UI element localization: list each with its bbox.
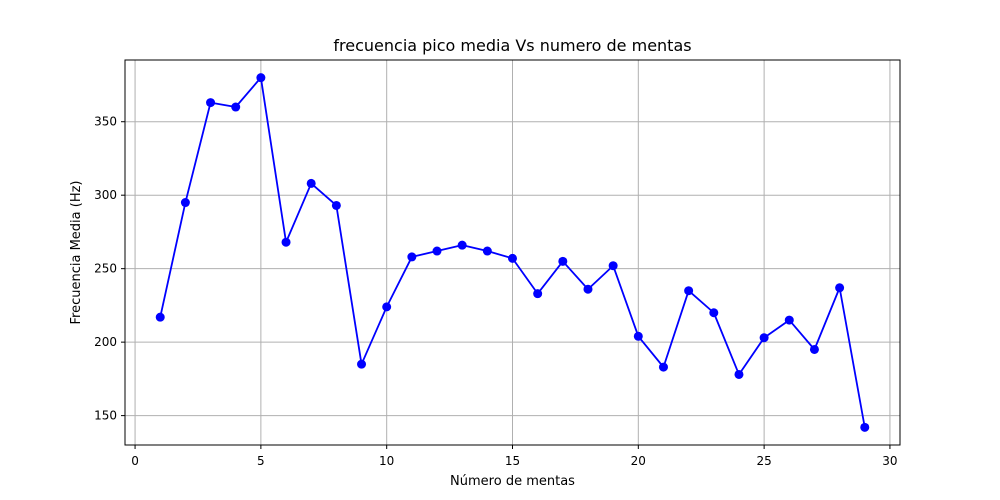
y-axis-label: Frecuencia Media (Hz) (69, 181, 84, 325)
data-point (734, 369, 744, 379)
y-tick-label: 250 (94, 262, 117, 276)
data-point (684, 286, 694, 296)
chart-title: frecuencia pico media Vs numero de menta… (333, 36, 691, 55)
data-point (331, 200, 341, 210)
y-tick-label: 350 (94, 115, 117, 129)
x-tick-label: 25 (756, 454, 771, 468)
x-tick-label: 10 (379, 454, 394, 468)
data-point (835, 283, 845, 293)
x-tick-label: 15 (505, 454, 520, 468)
data-point (457, 240, 467, 250)
data-point (508, 253, 517, 263)
y-tick-label: 300 (94, 188, 117, 202)
data-point (256, 73, 266, 83)
data-point (784, 315, 794, 325)
data-point (407, 252, 417, 262)
y-tick-label: 150 (94, 409, 117, 423)
grid (125, 60, 900, 445)
data-point (583, 284, 593, 294)
data-point (482, 246, 492, 256)
data-point (658, 362, 668, 372)
x-axis-label: Número de mentas (450, 474, 575, 489)
data-point (357, 359, 367, 369)
data-point (155, 312, 165, 322)
x-tick-label: 0 (131, 454, 139, 468)
data-point (533, 289, 543, 299)
data-point (432, 246, 442, 256)
data-point (306, 178, 316, 188)
data-point (608, 261, 618, 271)
series-layer (155, 73, 870, 432)
data-point (558, 256, 568, 266)
data-point (860, 422, 870, 432)
x-tick-label: 5 (257, 454, 265, 468)
data-point (709, 308, 719, 318)
y-axis: 150 200 250 300 350 (94, 115, 125, 423)
x-axis: 0 5 10 15 20 25 30 (131, 445, 898, 468)
y-tick-label: 200 (94, 335, 117, 349)
data-point (633, 331, 643, 341)
data-point (809, 344, 819, 354)
data-point (281, 237, 291, 247)
data-point (382, 302, 392, 312)
data-point (206, 98, 216, 108)
x-tick-label: 20 (631, 454, 646, 468)
x-tick-label: 30 (882, 454, 897, 468)
data-point (180, 198, 190, 208)
data-point (759, 333, 769, 343)
data-point (231, 102, 241, 112)
